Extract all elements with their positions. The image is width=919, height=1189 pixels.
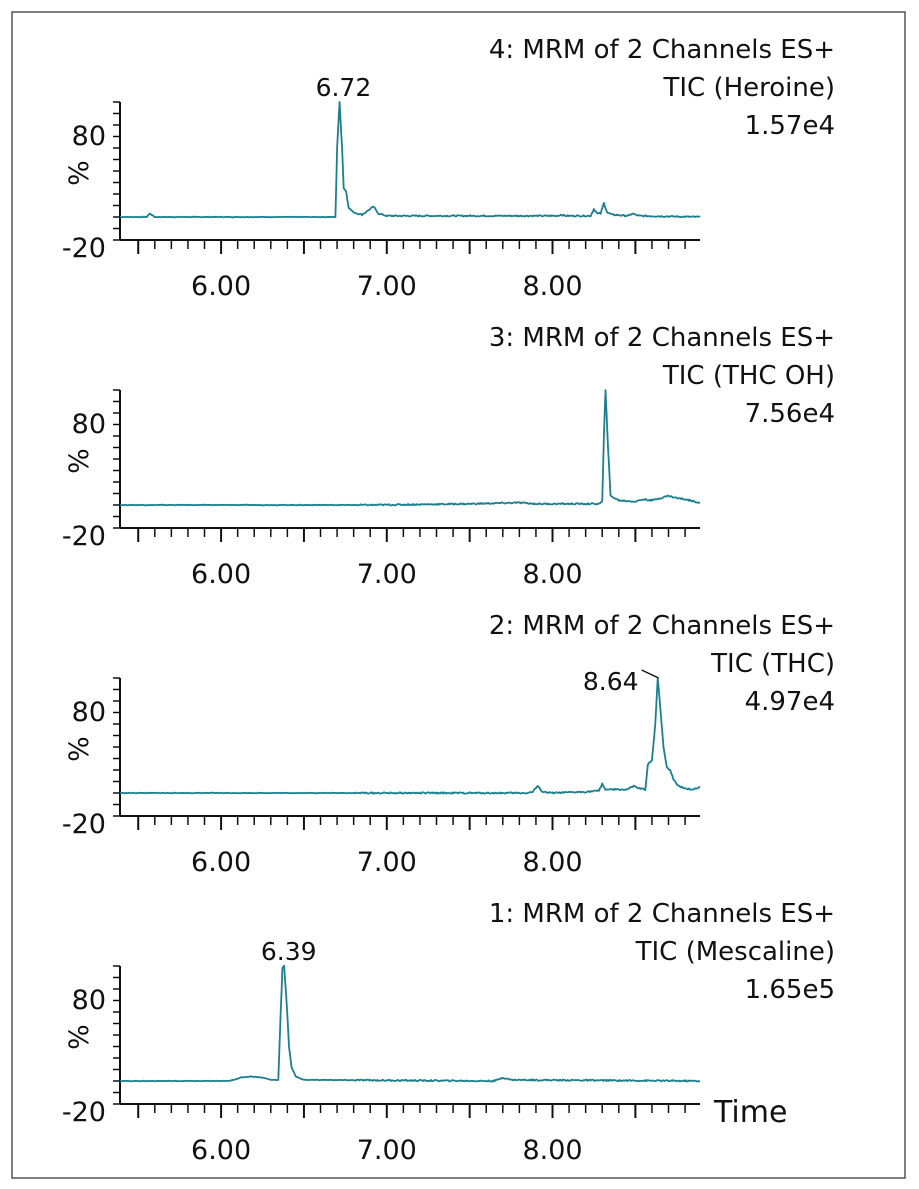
y-tick-label: -20 <box>62 521 106 552</box>
y-tick-label: -20 <box>62 1097 106 1128</box>
x-tick-label: 6.00 <box>191 847 251 878</box>
y-axis-label: % <box>64 1024 95 1050</box>
peak-label: 6.72 <box>316 73 372 102</box>
y-tick-label: 80 <box>72 121 106 152</box>
y-axis-label: % <box>64 160 95 186</box>
x-tick-label: 6.00 <box>191 1135 251 1166</box>
panel-title-line: 1: MRM of 2 Channels ES+ <box>489 899 835 929</box>
chart-panel-3: 2: MRM of 2 Channels ES+ TIC (THC) 4.97e4 8… <box>62 611 835 878</box>
x-tick-label: 7.00 <box>357 559 417 590</box>
peak-label: 6.39 <box>261 937 317 966</box>
chromatogram-trace <box>119 677 701 795</box>
x-tick-label: 6.00 <box>191 271 251 302</box>
x-tick-label: 8.00 <box>522 271 582 302</box>
x-tick-label: 7.00 <box>357 847 417 878</box>
chromatogram-trace <box>119 389 701 507</box>
panel-title-line: 4.97e4 <box>745 687 835 717</box>
panel-title-line: TIC (Heroine) <box>662 73 835 103</box>
panel-title-line: 3: MRM of 2 Channels ES+ <box>489 323 835 353</box>
x-tick-label: 8.00 <box>522 559 582 590</box>
chromatogram-trace <box>119 964 701 1083</box>
panel-title-line: 2: MRM of 2 Channels ES+ <box>489 611 835 641</box>
y-tick-label: 80 <box>72 985 106 1016</box>
x-tick-label: 8.00 <box>522 847 582 878</box>
x-tick-label: 6.00 <box>191 559 251 590</box>
x-tick-label: 7.00 <box>357 1135 417 1166</box>
chart-panel-4: 1: MRM of 2 Channels ES+ TIC (Mescaline) 1… <box>62 899 835 1166</box>
panel-title-line: TIC (Mescaline) <box>635 937 835 967</box>
peak-label-leader <box>641 669 659 679</box>
x-axis-label: Time <box>713 1095 787 1130</box>
y-tick-label: 80 <box>72 697 106 728</box>
panel-title-line: TIC (THC) <box>710 649 835 679</box>
peak-label: 8.64 <box>583 667 639 696</box>
y-tick-label: -20 <box>62 233 106 264</box>
y-axis-label: % <box>64 448 95 474</box>
chart-panel-2: 3: MRM of 2 Channels ES+ TIC (THC OH) 7.56… <box>62 323 835 590</box>
figure-frame <box>11 11 906 1179</box>
x-tick-label: 8.00 <box>522 1135 582 1166</box>
y-tick-label: -20 <box>62 809 106 840</box>
panel-title-line: TIC (THC OH) <box>662 361 835 391</box>
panel-title-line: 4: MRM of 2 Channels ES+ <box>489 35 835 65</box>
panel-title-line: 1.57e4 <box>745 111 835 141</box>
panel-title-line: 1.65e5 <box>745 975 835 1005</box>
chart-panel-1: 4: MRM of 2 Channels ES+ TIC (Heroine) 1.5… <box>62 35 835 302</box>
x-tick-label: 7.00 <box>357 271 417 302</box>
chromatogram-trace <box>120 101 701 219</box>
y-tick-label: 80 <box>72 409 106 440</box>
y-axis-label: % <box>64 736 95 762</box>
panel-title-line: 7.56e4 <box>745 399 835 429</box>
